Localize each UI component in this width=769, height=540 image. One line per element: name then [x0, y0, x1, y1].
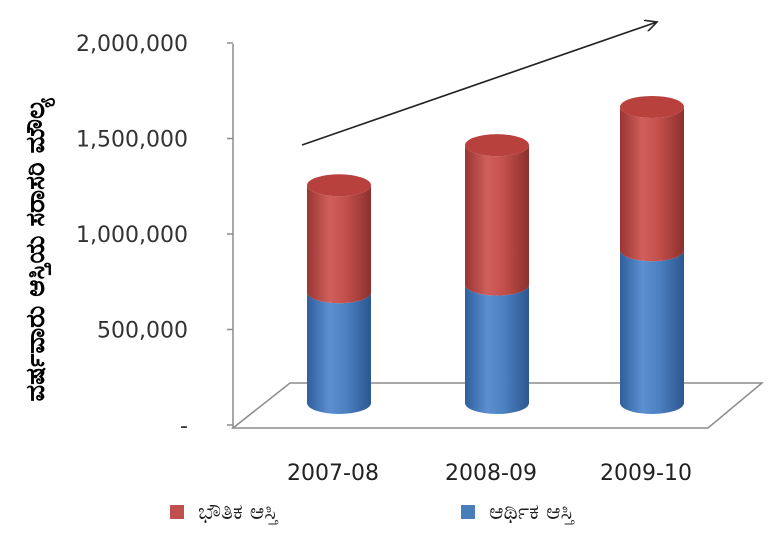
bar-segment-physical-2007-08	[307, 185, 371, 304]
bar-segment-financial-2009-10	[620, 250, 684, 414]
bar-top-cap	[307, 174, 371, 197]
bar-segment-physical-2009-10	[620, 106, 684, 262]
legend: ಭೌತಿಕ ಆಸ್ತಿ ಆರ್ಥಿಕ ಆಸ್ತಿ	[170, 500, 575, 525]
y-tick-label: 500,000	[97, 319, 188, 344]
legend-label: ಭೌತಿಕ ಆಸ್ತಿ	[198, 500, 279, 525]
legend-label: ಆರ್ಥಿಕ ಆಸ್ತಿ	[489, 500, 575, 525]
trend-arrow	[301, 22, 657, 146]
bar-segment-physical-2008-09	[465, 145, 529, 296]
legend-swatch	[461, 505, 475, 519]
bar-segment-financial-2007-08	[307, 292, 371, 414]
bar-segment-financial-2008-09	[465, 284, 529, 414]
y-ticks: - 500,000 1,000,000 1,500,000 2,000,000	[76, 32, 233, 439]
y-tick-label: 2,000,000	[76, 32, 188, 57]
x-tick-labels: 2007-08 2008-09 2009-10	[287, 461, 692, 486]
legend-swatch	[170, 505, 184, 519]
y-axis-label: ವರ್ಷವಾರು ಆಸ್ತಿಯ ಸರಾಸರಿ ಮೌಲ್ಯ	[21, 97, 55, 402]
bar-top-cap	[465, 134, 529, 157]
x-tick-label: 2007-08	[287, 461, 379, 486]
bars	[307, 95, 684, 414]
y-tick-label: -	[180, 414, 188, 439]
y-tick-label: 1,000,000	[76, 223, 188, 248]
bar-top-cap	[620, 95, 684, 118]
x-tick-label: 2008-09	[445, 461, 537, 486]
x-tick-label: 2009-10	[600, 461, 692, 486]
y-tick-label: 1,500,000	[76, 128, 188, 153]
